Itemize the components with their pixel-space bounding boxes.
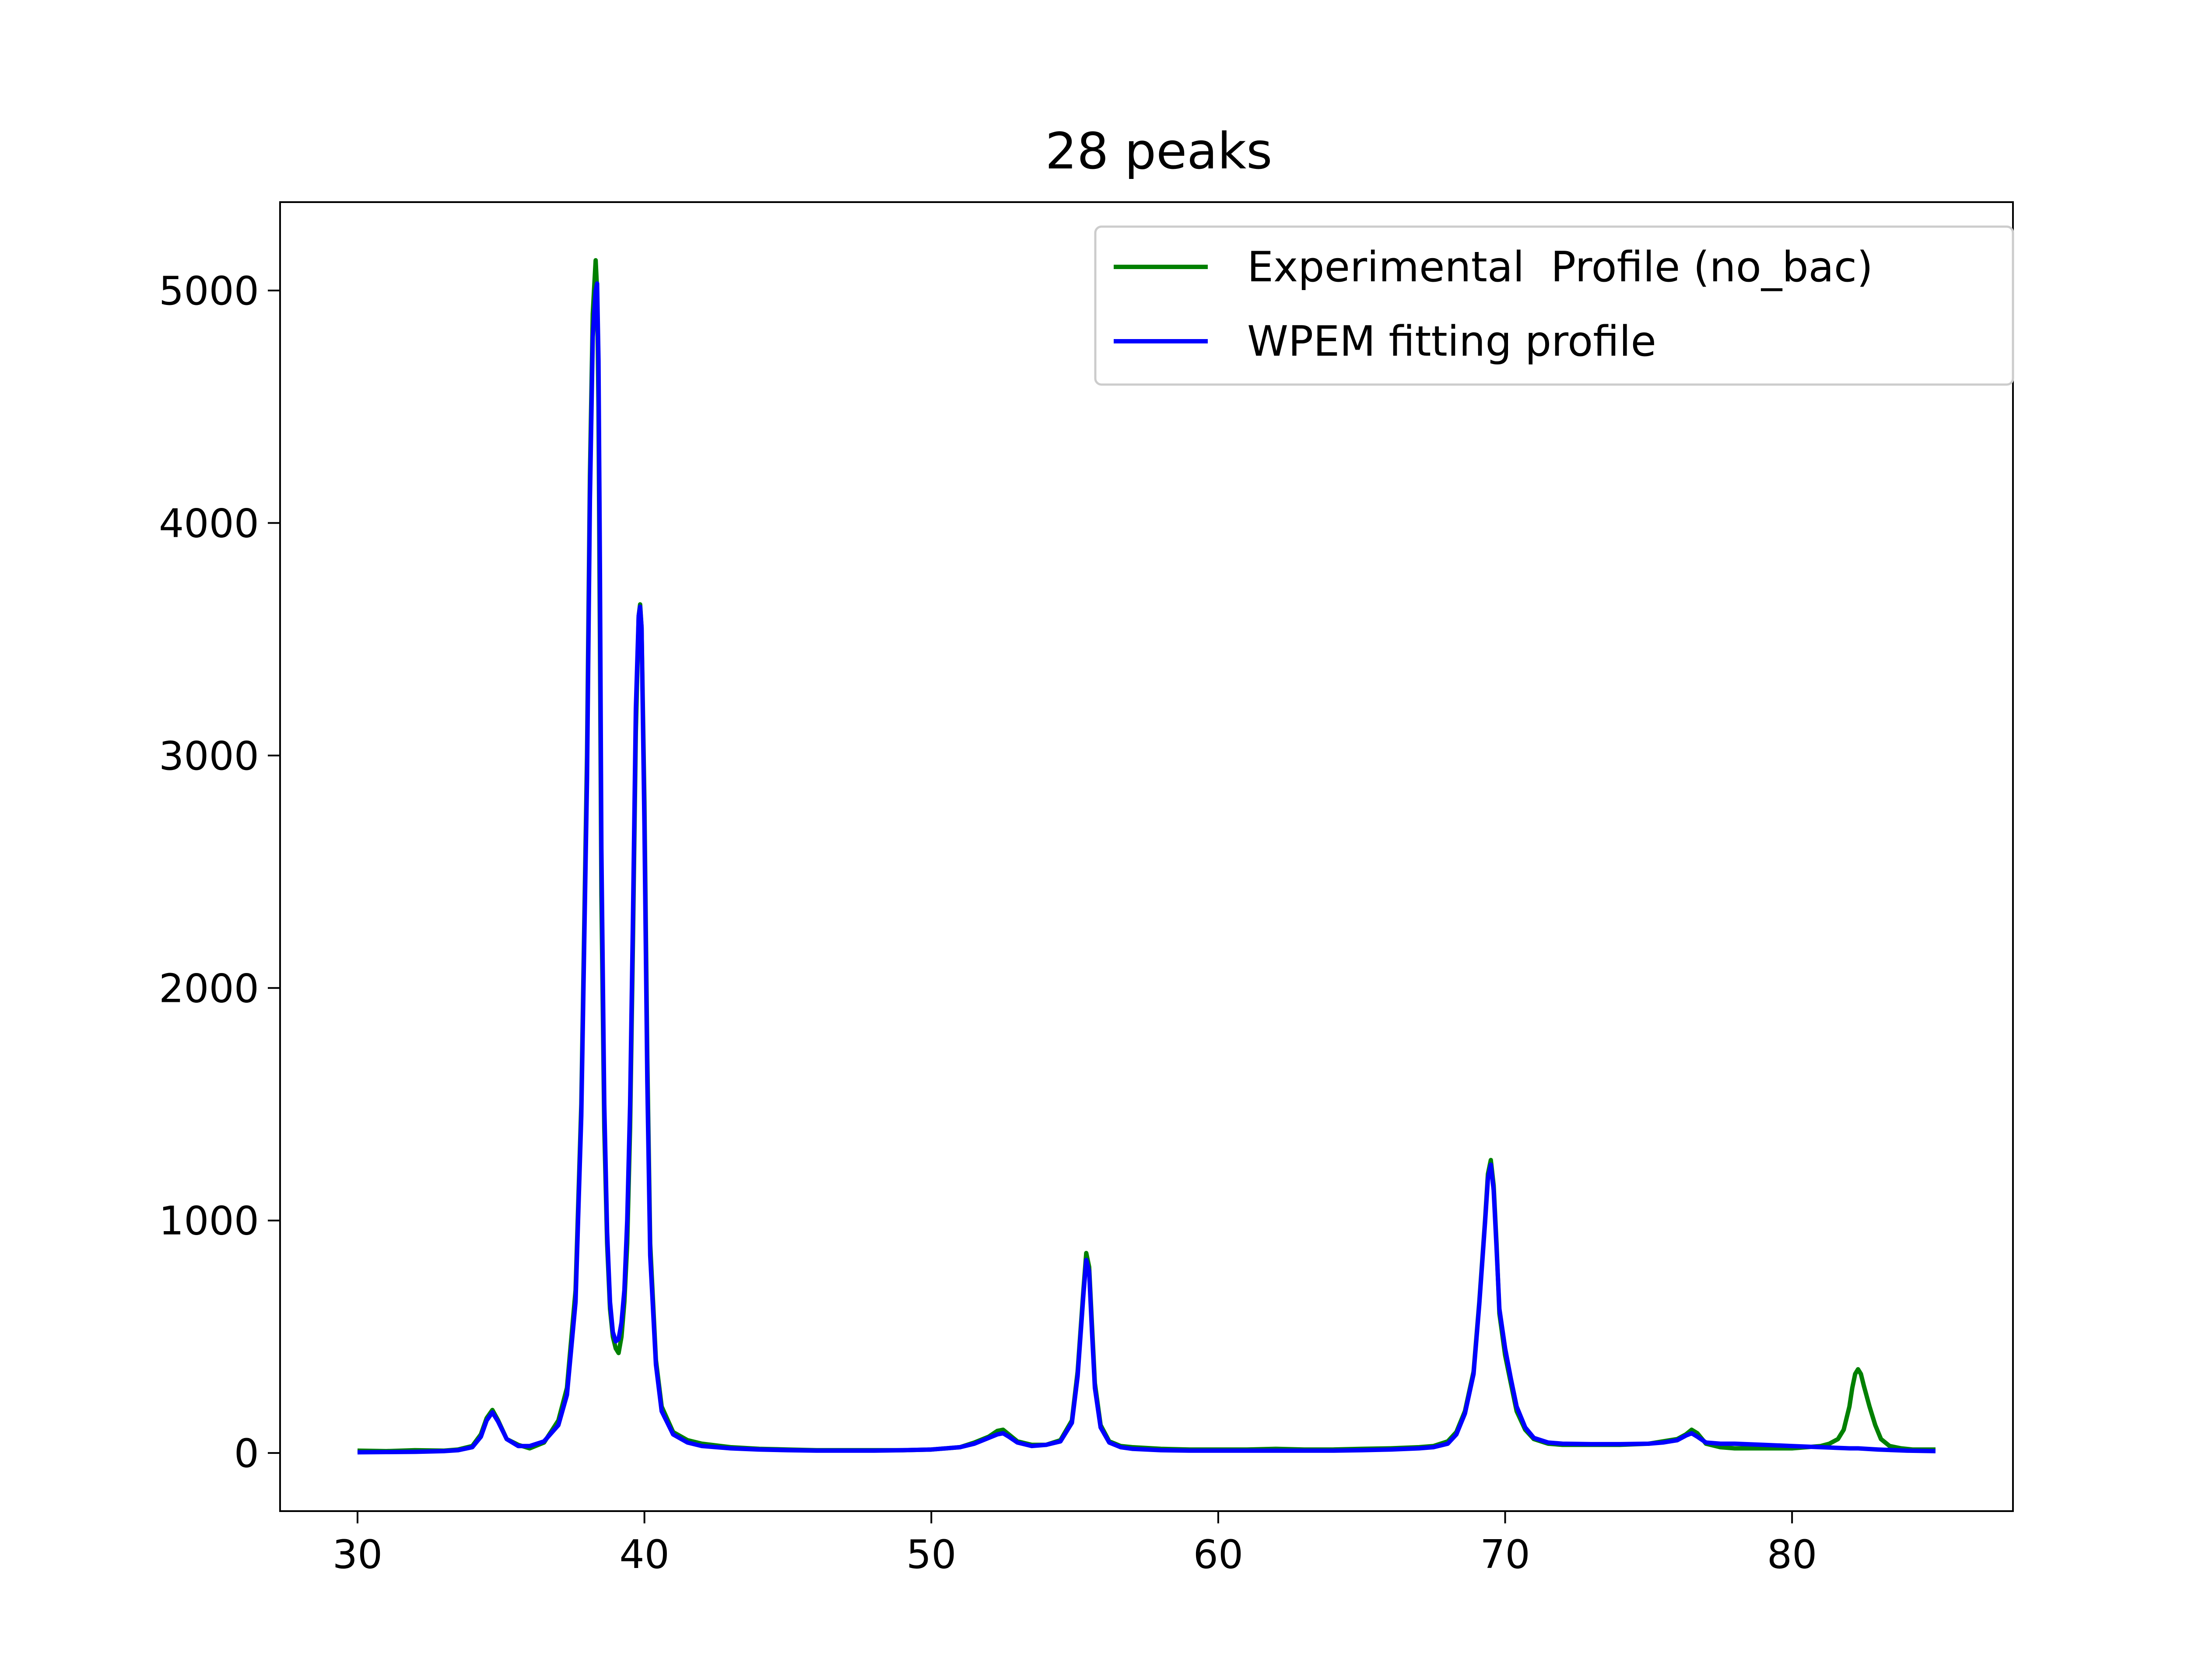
legend-box (1094, 225, 2014, 386)
y-tick-label: 1000 (159, 1198, 259, 1244)
x-tick-label: 30 (333, 1532, 383, 1578)
x-tick-label: 50 (906, 1532, 957, 1578)
x-tick-label: 80 (1767, 1532, 1817, 1578)
axes-frame (279, 201, 2014, 1512)
series-layer (357, 258, 1936, 1455)
x-tick-label: 70 (1480, 1532, 1530, 1578)
legend-label-wpem: WPEM fitting profile (1247, 318, 1656, 366)
legend-label-experimental: Experimental Profile (no_bac) (1247, 243, 1873, 291)
legend: Experimental Profile (no_bac) WPEM fitti… (1094, 225, 2014, 386)
plot-area (279, 201, 2014, 1512)
y-tick-label: 4000 (159, 500, 259, 546)
y-tick-label: 2000 (159, 966, 259, 1012)
y-tick-label: 0 (234, 1431, 259, 1477)
y-tick-label: 5000 (159, 268, 259, 314)
y-tick-label: 3000 (159, 733, 259, 779)
series-line-wpem (357, 281, 1936, 1455)
x-tick-label: 40 (619, 1532, 670, 1578)
x-tick-label: 60 (1193, 1532, 1244, 1578)
chart-title: 28 peaks (1045, 122, 1272, 180)
x-axis: 30 40 50 60 70 80 (333, 1511, 1817, 1578)
y-axis: 0 1000 2000 3000 4000 5000 (159, 268, 280, 1477)
